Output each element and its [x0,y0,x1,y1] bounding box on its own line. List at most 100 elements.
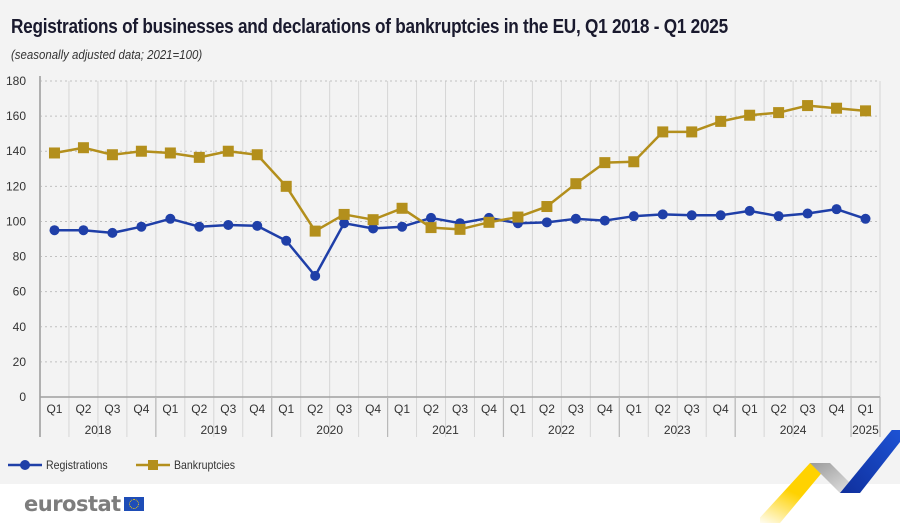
data-point-registrations [860,213,871,224]
x-tick-label: Q4 [829,402,845,416]
data-point-bankruptcies [541,201,553,213]
data-point-bankruptcies [106,149,118,161]
data-point-registrations [281,235,292,246]
data-point-registrations [136,221,147,232]
data-point-registrations [426,212,437,223]
chart-subtitle: (seasonally adjusted data; 2021=100) [11,47,203,62]
x-year-label: 2020 [316,423,343,437]
data-point-registrations [541,217,552,228]
data-point-bankruptcies [164,147,176,159]
data-point-registrations [657,209,668,220]
x-tick-label: Q4 [365,402,381,416]
x-tick-label: Q1 [742,402,758,416]
x-year-label: 2024 [780,423,807,437]
data-point-registrations [686,210,697,221]
y-tick-label: 0 [19,390,26,404]
data-point-registrations [599,215,610,226]
data-point-registrations [773,211,784,222]
data-point-bankruptcies [193,151,205,163]
data-point-bankruptcies [396,202,408,214]
data-point-bankruptcies [657,126,669,138]
eurostat-logo[interactable]: eurostat [24,492,144,516]
data-point-bankruptcies [48,147,60,159]
data-point-bankruptcies [135,145,147,157]
x-tick-label: Q1 [46,402,62,416]
y-tick-label: 120 [6,179,26,193]
data-point-registrations [49,225,60,236]
data-point-bankruptcies [802,100,814,112]
x-tick-label: Q1 [510,402,526,416]
y-tick-label: 80 [13,250,27,264]
y-tick-label: 100 [6,214,26,228]
data-point-bankruptcies [251,149,263,161]
data-point-registrations [831,204,842,215]
x-tick-label: Q2 [423,402,439,416]
x-tick-label: Q3 [220,402,236,416]
x-tick-label: Q1 [626,402,642,416]
chart-title: Registrations of businesses and declarat… [11,16,728,38]
y-tick-label: 140 [6,144,26,158]
data-point-registrations [802,208,813,219]
x-year-label: 2019 [200,423,227,437]
x-tick-label: Q2 [771,402,787,416]
data-point-bankruptcies [367,214,379,226]
x-tick-label: Q3 [104,402,120,416]
data-point-bankruptcies [425,222,437,234]
x-tick-label: Q3 [800,402,816,416]
data-point-registrations [107,227,118,238]
data-point-bankruptcies [860,105,872,117]
data-point-registrations [194,221,205,232]
data-point-registrations [570,213,581,224]
data-point-bankruptcies [570,178,582,190]
data-point-bankruptcies [454,223,466,235]
axis-layer: 0 20 40 60 80 100 120 140 160 180 Q1 Q2 Q3 Q4 Q1 Q2 Q3 Q4… [6,74,881,437]
x-tick-label: Q1 [858,402,874,416]
footer [0,484,900,523]
legend: Registrations Bankruptcies [8,458,263,472]
x-tick-label: Q2 [75,402,91,416]
data-point-bankruptcies [628,156,640,168]
y-tick-label: 20 [13,355,27,369]
series-layer [48,100,872,281]
x-tick-label: Q1 [162,402,178,416]
legend-item-registrations[interactable]: Registrations [8,458,116,472]
line-chart: 0 20 40 60 80 100 120 140 160 180 Q1 Q2 Q3 Q4 Q1 Q2 Q3 Q4… [6,74,881,437]
x-year-label: 2022 [548,423,575,437]
x-tick-label: Q4 [249,402,265,416]
data-point-registrations [715,210,726,221]
data-point-registrations [165,213,176,224]
x-tick-label: Q1 [278,402,294,416]
ribbon-decoration-icon [760,430,900,523]
data-point-registrations [223,219,234,230]
data-point-registrations [78,225,89,236]
x-tick-label: Q1 [394,402,410,416]
x-year-label: 2025 [852,423,879,437]
x-tick-label: Q2 [307,402,323,416]
x-tick-label: Q2 [539,402,555,416]
x-year-label: 2021 [432,423,459,437]
data-point-bankruptcies [338,208,350,220]
data-point-bankruptcies [831,102,843,114]
x-tick-label: Q2 [191,402,207,416]
y-tick-label: 180 [6,74,26,88]
data-point-registrations [397,221,408,232]
x-year-label: 2018 [85,423,112,437]
data-point-bankruptcies [309,225,321,237]
data-point-bankruptcies [599,157,611,169]
square-marker-icon [136,460,171,470]
x-tick-label: Q4 [597,402,613,416]
legend-label: Registrations [46,458,108,472]
grid-layer [40,80,881,437]
y-tick-label: 40 [13,320,27,334]
circle-marker-icon [8,460,42,470]
x-tick-label: Q3 [684,402,700,416]
data-point-bankruptcies [744,109,756,121]
data-point-registrations [628,211,639,222]
data-point-bankruptcies [773,107,785,119]
data-point-registrations [339,218,350,229]
data-point-bankruptcies [715,115,727,127]
y-tick-label: 60 [13,285,27,299]
legend-item-bankruptcies[interactable]: Bankruptcies [136,458,243,472]
legend-label: Bankruptcies [174,458,236,472]
x-tick-label: Q4 [713,402,729,416]
